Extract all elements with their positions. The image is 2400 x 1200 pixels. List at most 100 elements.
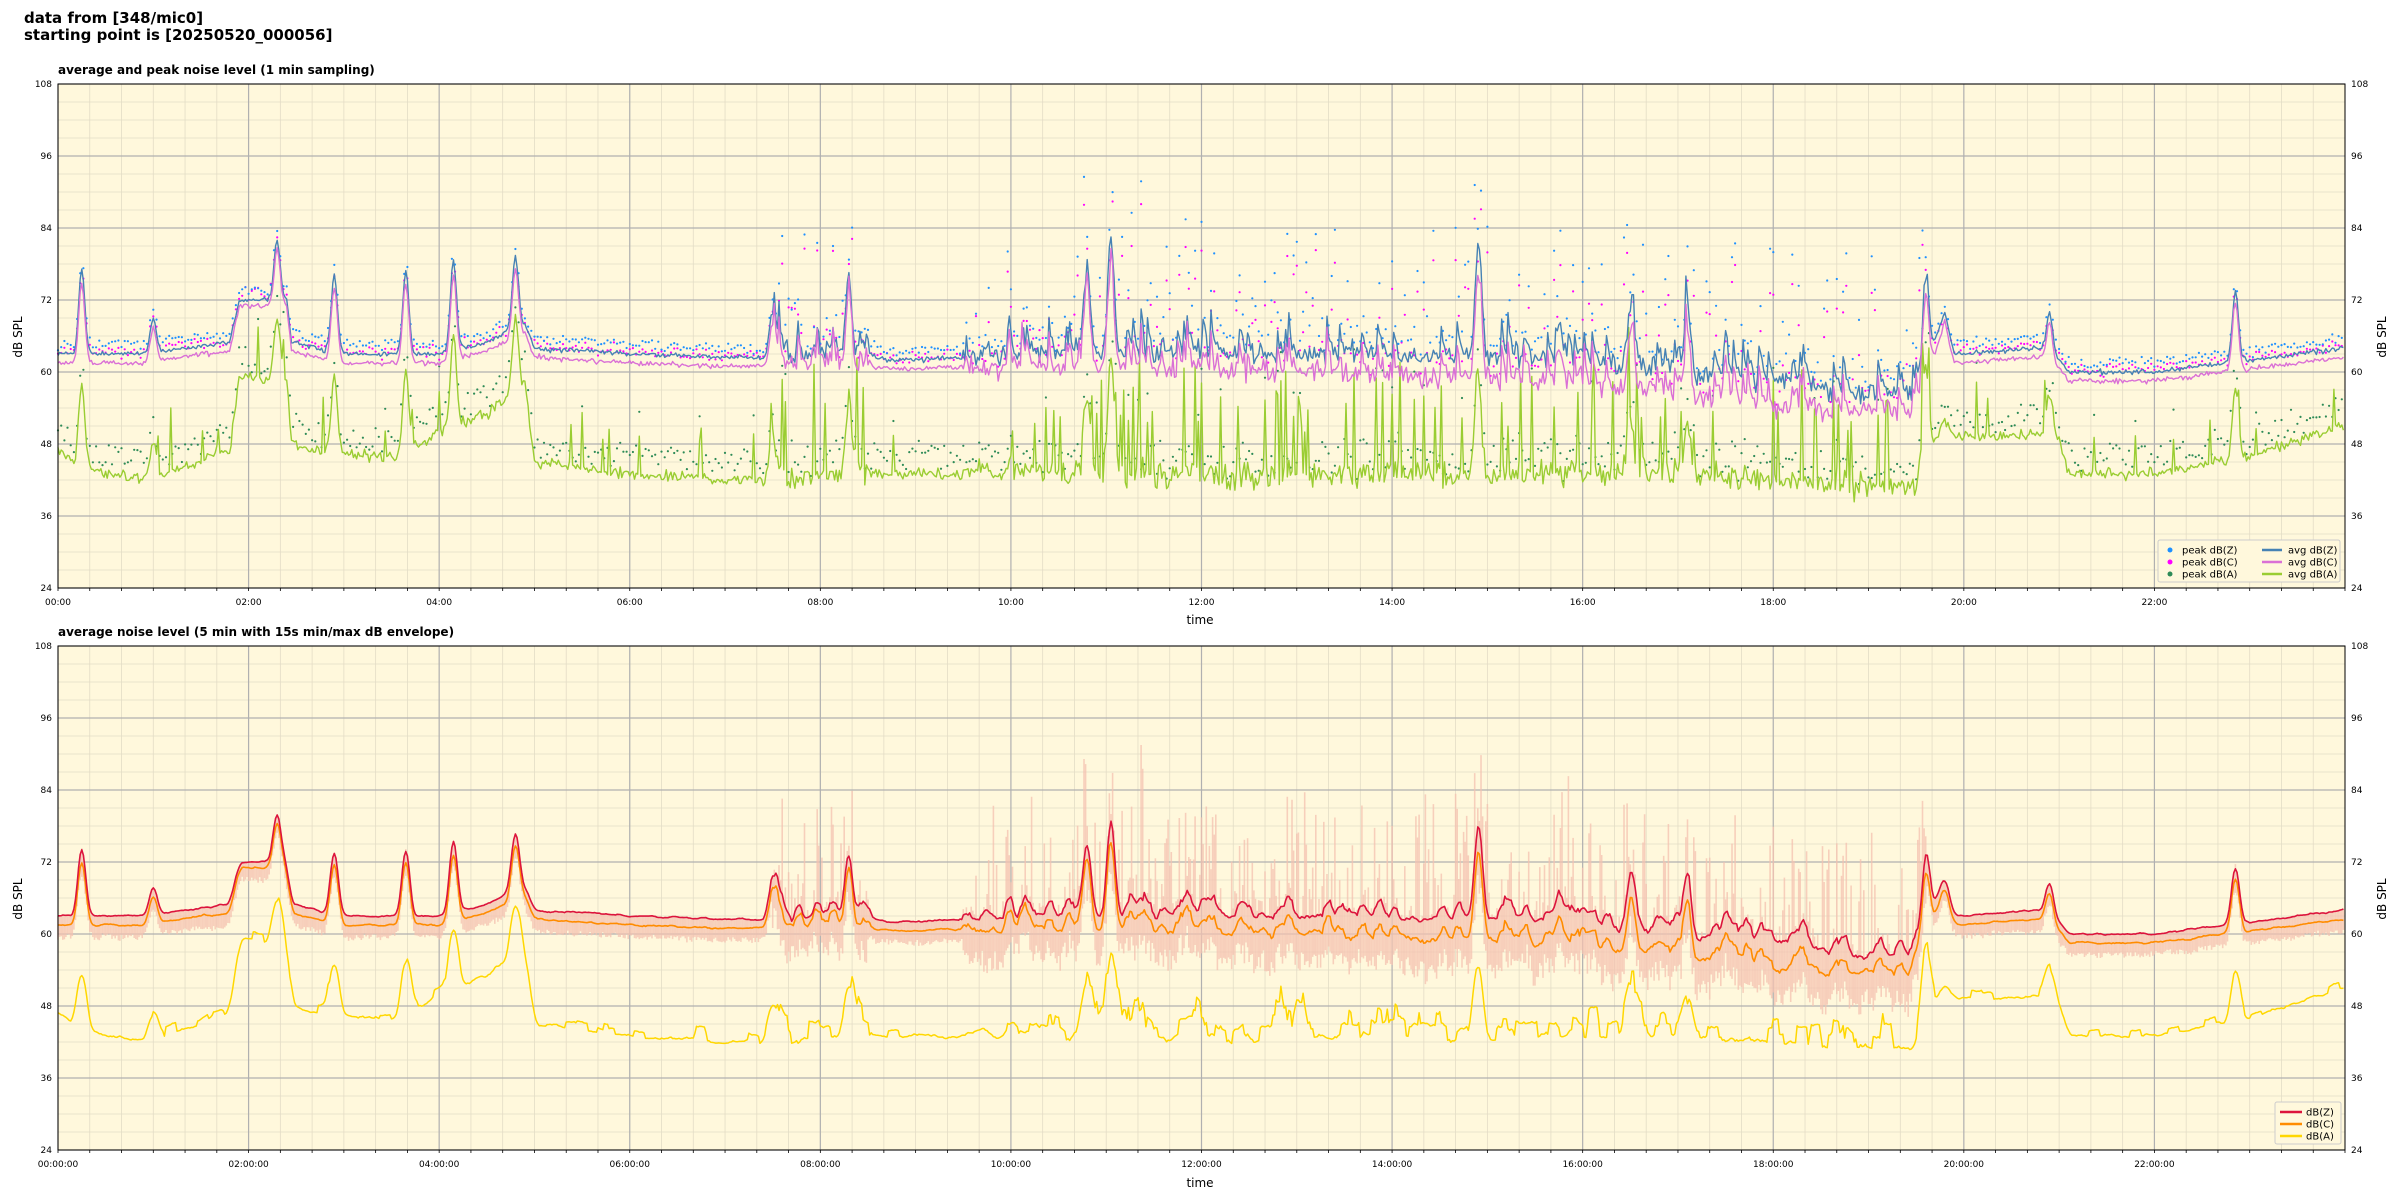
peak-z-point <box>1985 337 1988 340</box>
peak-z-point <box>1861 365 1864 368</box>
peak-a-point <box>746 450 749 453</box>
peak-a-point <box>1718 448 1721 451</box>
peak-c-point <box>1556 315 1559 318</box>
peak-z-point <box>908 351 911 354</box>
peak-c-point <box>241 294 244 297</box>
peak-c-point <box>2000 344 2004 347</box>
y-tick-label: 24 <box>41 584 53 594</box>
peak-z-point <box>88 336 91 339</box>
avg-z-line <box>57 236 2344 405</box>
peak-z-point <box>889 348 892 351</box>
peak-a-point <box>943 444 946 447</box>
peak-z-point <box>1051 321 1054 325</box>
peak-z-point <box>2185 353 2188 357</box>
peak-z-point <box>263 291 266 294</box>
peak-z-point <box>1695 367 1699 370</box>
peak-z-point <box>2086 366 2089 369</box>
peak-z-point <box>2019 335 2023 339</box>
peak-c-point <box>2280 353 2283 356</box>
peak-z-point <box>1505 313 1508 316</box>
peak-c-point <box>2309 348 2312 351</box>
peak-z-point <box>1047 305 1051 308</box>
peak-a-point <box>1902 471 1905 474</box>
peak-z-point <box>695 345 698 348</box>
peak-z-point <box>685 347 689 350</box>
peak-z-point <box>187 338 190 341</box>
peak-a-point <box>473 392 476 395</box>
peak-a-point <box>558 449 562 452</box>
peak-z-point <box>2007 337 2010 341</box>
peak-c-point <box>2112 365 2115 368</box>
peak-z-point <box>504 324 507 327</box>
peak-c-point <box>374 350 377 353</box>
x-tick-label: 00:00 <box>45 598 71 608</box>
peak-c-point <box>1416 290 1419 293</box>
peak-z-point <box>1298 339 1302 342</box>
peak-c-point <box>238 297 241 300</box>
peak-a-point <box>1769 460 1772 463</box>
peak-c-point <box>727 351 730 354</box>
peak-z-point <box>1302 310 1305 313</box>
peak-z-point <box>145 342 148 345</box>
peak-z-point <box>1734 242 1737 245</box>
peak-c-point <box>1600 303 1603 306</box>
env-z-line <box>58 814 2344 960</box>
peak-z-point <box>1610 350 1613 353</box>
bottom-chart-ylabel: dB SPL <box>11 878 25 920</box>
peak-a-point <box>422 422 425 425</box>
peak-c-point <box>536 342 539 345</box>
peak-c-point <box>1651 378 1654 381</box>
avg-c-line <box>57 247 2344 423</box>
peak-z-point <box>2083 364 2086 368</box>
peak-c-point <box>1073 313 1076 316</box>
peak-a-point <box>660 450 663 453</box>
peak-a-point <box>647 449 650 452</box>
peak-c-point <box>1111 200 1114 203</box>
peak-c-point <box>1086 247 1089 250</box>
peak-c-point <box>498 325 501 329</box>
peak-c-point <box>1842 311 1845 314</box>
peak-z-point <box>2251 356 2254 359</box>
peak-a-point <box>2108 442 2111 445</box>
peak-z-point <box>2248 346 2251 349</box>
peak-c-point <box>730 352 733 355</box>
peak-a-point <box>206 431 209 434</box>
peak-a-point <box>644 447 647 451</box>
peak-z-point <box>2201 355 2204 358</box>
peak-z-point <box>69 343 72 347</box>
peak-z-point <box>993 338 997 341</box>
peak-c-point <box>1994 346 1997 349</box>
peak-c-point <box>533 338 536 341</box>
legend-marker <box>2167 571 2173 577</box>
peak-c-point <box>2258 350 2261 354</box>
peak-z-point <box>161 341 164 344</box>
peak-c-point <box>2248 355 2251 358</box>
peak-a-point <box>142 461 145 464</box>
peak-c-point <box>438 358 441 361</box>
peak-z-point <box>949 348 952 352</box>
peak-c-point <box>2159 366 2162 369</box>
peak-c-point <box>1051 345 1054 348</box>
peak-a-point <box>987 444 990 447</box>
peak-c-point <box>631 347 635 350</box>
peak-a-point <box>844 404 847 408</box>
peak-z-point <box>1225 336 1228 339</box>
peak-a-point <box>2226 439 2229 443</box>
peak-z-point <box>101 344 104 348</box>
peak-z-point <box>1464 263 1467 266</box>
peak-z-point <box>816 241 819 244</box>
y-tick-label-right: 72 <box>2351 858 2362 868</box>
peak-c-point <box>1762 377 1765 380</box>
peak-z-point <box>1184 218 1187 221</box>
peak-z-point <box>2023 335 2026 338</box>
peak-a-point <box>615 447 619 450</box>
peak-c-point <box>2023 342 2026 346</box>
peak-c-point <box>1559 264 1562 267</box>
peak-a-point <box>1476 348 1479 351</box>
peak-c-point <box>1229 351 1232 354</box>
peak-z-point <box>838 335 841 339</box>
y-tick-label-right: 60 <box>2351 930 2363 940</box>
peak-z-point <box>854 329 857 332</box>
peak-a-point <box>1829 469 1832 473</box>
peak-c-point <box>797 313 800 316</box>
